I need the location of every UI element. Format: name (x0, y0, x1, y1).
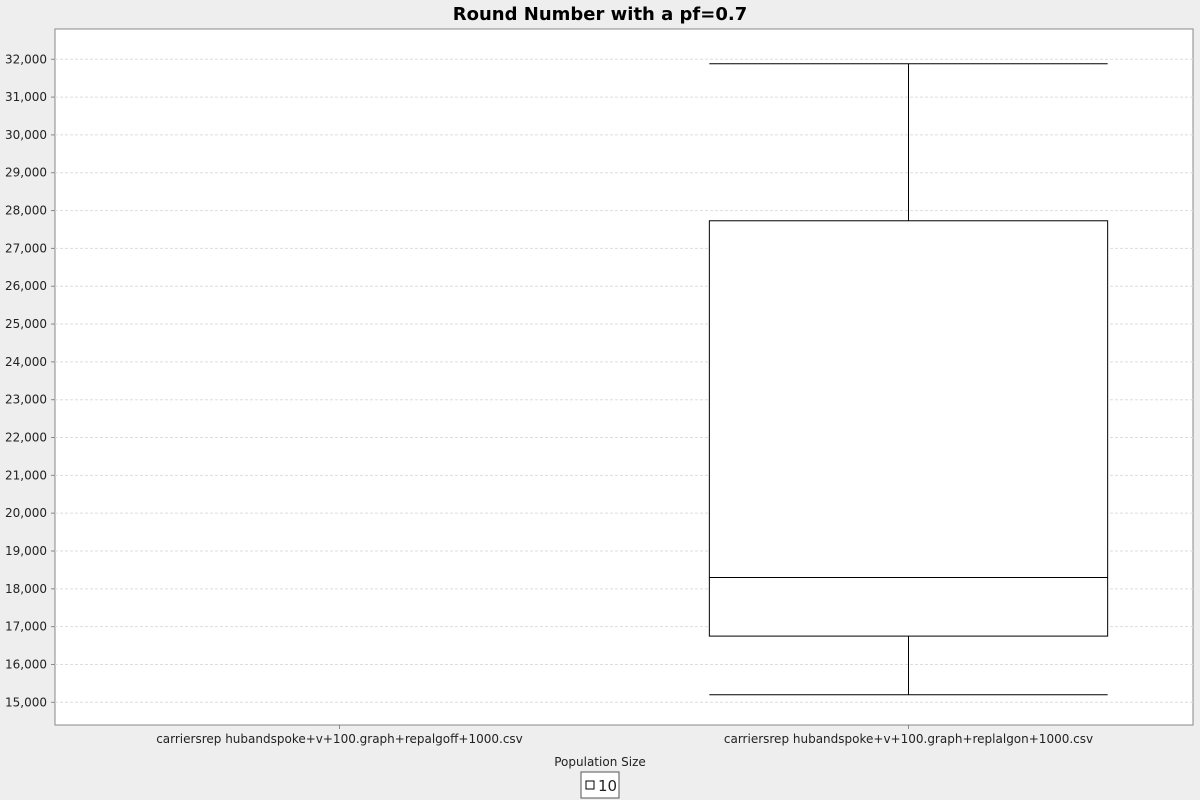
y-tick-label: 18,000 (5, 582, 47, 596)
y-tick-label: 25,000 (5, 317, 47, 331)
legend-swatch (585, 780, 595, 790)
legend: 10 (580, 771, 620, 799)
box-series (708, 63, 1109, 696)
y-tick-label: 29,000 (5, 166, 47, 180)
x-axis: carriersrep hubandspoke+v+100.graph+repa… (156, 725, 1093, 746)
y-tick-label: 19,000 (5, 544, 47, 558)
y-tick-label: 16,000 (5, 657, 47, 671)
y-tick-label: 23,000 (5, 393, 47, 407)
x-axis-label: Population Size (554, 755, 646, 769)
legend-box (580, 771, 620, 799)
x-category-label: carriersrep hubandspoke+v+100.graph+repa… (156, 732, 523, 746)
y-tick-label: 22,000 (5, 431, 47, 445)
y-axis: 15,000 16,000 17,000 18,000 19,000 20,000 21,0… (5, 52, 55, 709)
chart-title: Round Number with a pf=0.7 (453, 4, 747, 25)
y-tick-label: 20,000 (5, 506, 47, 520)
y-tick-label: 17,000 (5, 620, 47, 634)
box-iqr (708, 220, 1109, 637)
y-tick-label: 32,000 (5, 52, 47, 66)
y-tick-label: 28,000 (5, 204, 47, 218)
y-tick-label: 21,000 (5, 468, 47, 482)
y-tick-label: 31,000 (5, 90, 47, 104)
y-tick-label: 30,000 (5, 128, 47, 142)
y-tick-label: 26,000 (5, 279, 47, 293)
y-tick-label: 24,000 (5, 355, 47, 369)
y-tick-label: 27,000 (5, 241, 47, 255)
y-tick-label: 15,000 (5, 695, 47, 709)
legend-entry-label: 10 (598, 777, 617, 795)
x-category-label: carriersrep hubandspoke+v+100.graph+repl… (724, 732, 1093, 746)
